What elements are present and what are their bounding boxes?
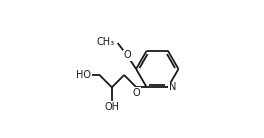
Text: OH: OH	[104, 102, 119, 112]
Text: O: O	[124, 50, 131, 60]
Text: O: O	[133, 88, 140, 98]
Text: HO: HO	[76, 70, 91, 80]
Text: CH₃: CH₃	[96, 37, 114, 47]
Text: N: N	[168, 82, 176, 92]
